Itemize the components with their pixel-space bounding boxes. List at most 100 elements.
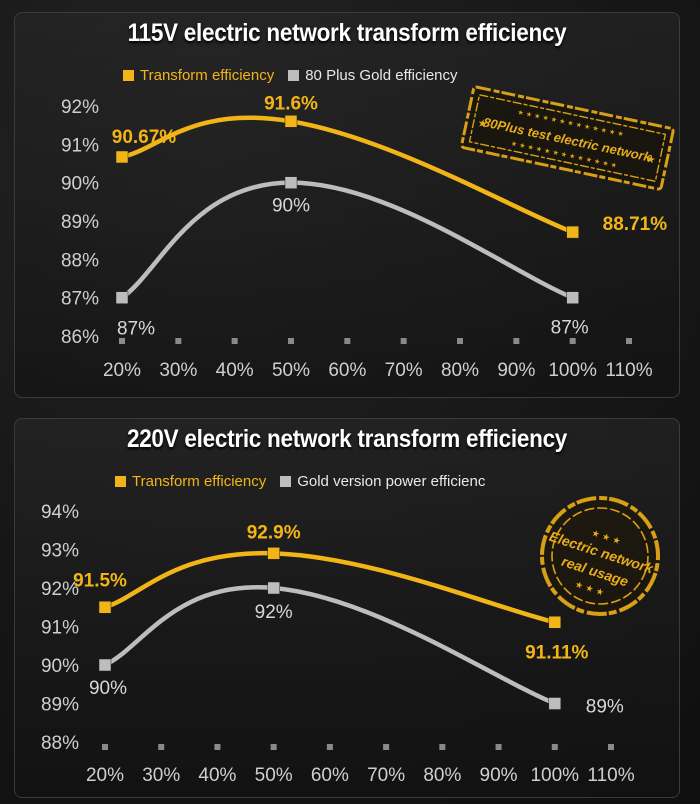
chart-title: 115V electric network transform efficien… [127,19,567,47]
data-label: 87% [117,319,155,340]
series-line-gold-efficiency [102,585,558,706]
x-tick-mark [551,744,558,750]
y-tick-label: 89% [41,695,79,716]
x-tick-mark [326,744,333,750]
chart-panel-220v: 220V electric network transform efficien… [14,418,680,798]
x-tick-mark [102,744,108,750]
x-tick-label: 50% [255,765,293,786]
line-chart-220v: 88% 89% 90% 91% 92% 93% 94% 20% 30% 40% 50% 60% 70% 8… [41,502,635,786]
stamp-real-usage: ★ ★ ★ Electric network real usage ★ ★ ★ [540,496,660,616]
x-tick-mark [344,338,351,344]
svg-text:★: ★ [476,116,488,131]
x-tick-label: 50% [272,360,310,381]
x-tick-mark [288,338,294,344]
y-tick-label: 94% [41,502,79,523]
x-tick-label: 90% [480,765,518,786]
svg-text:★: ★ [645,152,657,167]
y-tick-label: 90% [41,656,79,677]
legend-item: Gold version power efficienc [280,473,485,490]
y-tick-label: 90% [61,174,99,195]
data-point [284,115,298,128]
legend-label: 80 Plus Gold efficiency [305,67,458,84]
y-tick-label: 91% [61,135,99,156]
x-tick-label: 70% [367,765,405,786]
x-tick-label: 110% [605,360,652,381]
chart-legend: Transform efficiency Gold version power … [115,473,499,490]
x-tick-mark [270,744,277,750]
x-tick-label: 60% [328,360,366,381]
chart-panel-115v: 115V electric network transform efficien… [14,12,680,398]
y-tick-label: 92% [41,579,79,600]
data-point [566,291,579,304]
stamp-80plus: ★ ★ ★ ★ ★ ★ ★ ★ ★ ★ ★ ★ ★ 80Plus test el… [460,85,675,191]
x-tick-mark [457,338,463,344]
x-tick-mark [569,338,576,344]
y-tick-label: 88% [61,250,99,271]
legend-item: 80 Plus Gold efficiency [288,67,458,84]
x-tick-label: 60% [311,765,349,786]
x-tick-label: 80% [423,765,461,786]
x-tick-label: 70% [385,360,423,381]
data-label: 90.67% [112,127,177,148]
legend-swatch-yellow [123,70,134,81]
x-tick-mark [626,338,632,344]
legend-item: Transform efficiency [115,473,266,490]
x-tick-label: 80% [441,360,479,381]
x-tick-label: 40% [216,360,254,381]
data-label: 92.9% [247,522,301,543]
data-label: 87% [551,318,589,339]
data-point [548,697,562,710]
y-tick-label: 93% [41,541,79,562]
data-label: 91.6% [264,93,318,114]
data-label: 92% [255,602,293,623]
x-tick-mark [439,744,446,750]
chart-legend: Transform efficiency 80 Plus Gold effici… [123,67,472,84]
legend-item: Transform efficiency [123,67,274,84]
x-tick-label: 100% [530,765,579,786]
series-line-transform-efficiency [102,551,558,625]
data-point [115,150,129,164]
data-label: 91.5% [73,570,127,591]
legend-label: Transform efficiency [140,67,275,84]
legend-swatch-gray [280,476,292,487]
x-tick-label: 90% [497,360,535,381]
y-tick-label: 89% [61,212,99,233]
data-point [98,658,112,672]
y-tick-label: 91% [41,618,79,639]
data-point [566,225,579,239]
line-chart-115v: 86% 87% 88% 89% 90% 91% 92% 20% 30% 40% 50% 60% 70% 8… [61,93,668,381]
data-label: 89% [586,697,624,718]
x-tick-mark [608,744,614,750]
x-tick-mark [495,744,502,750]
legend-swatch-gray [288,70,300,81]
y-tick-label: 87% [61,289,99,310]
data-point [115,291,129,304]
x-tick-mark [231,338,238,344]
x-tick-mark [119,338,125,344]
data-point [267,547,280,560]
x-tick-label: 110% [587,765,634,786]
data-point [548,616,562,629]
data-point [98,601,112,614]
legend-label: Transform efficiency [132,473,267,490]
y-tick-label: 92% [61,97,99,118]
data-label: 88.71% [603,214,668,235]
chart-title: 220V electric network transform efficien… [126,425,568,453]
x-tick-label: 20% [86,765,124,786]
data-label: 90% [89,678,127,699]
x-tick-mark [383,744,390,750]
legend-label: Gold version power efficienc [297,473,486,490]
legend-swatch-yellow [115,476,126,487]
x-tick-mark [175,338,182,344]
x-tick-label: 100% [548,360,597,381]
series-line-transform-efficiency [119,115,575,235]
x-tick-mark [158,744,165,750]
data-label: 90% [272,196,310,217]
y-tick-label: 88% [41,733,79,754]
data-point [267,581,280,595]
x-tick-mark [214,744,221,750]
x-tick-label: 30% [159,360,197,381]
x-tick-label: 30% [142,765,180,786]
x-tick-label: 40% [198,765,236,786]
data-point [284,176,298,189]
